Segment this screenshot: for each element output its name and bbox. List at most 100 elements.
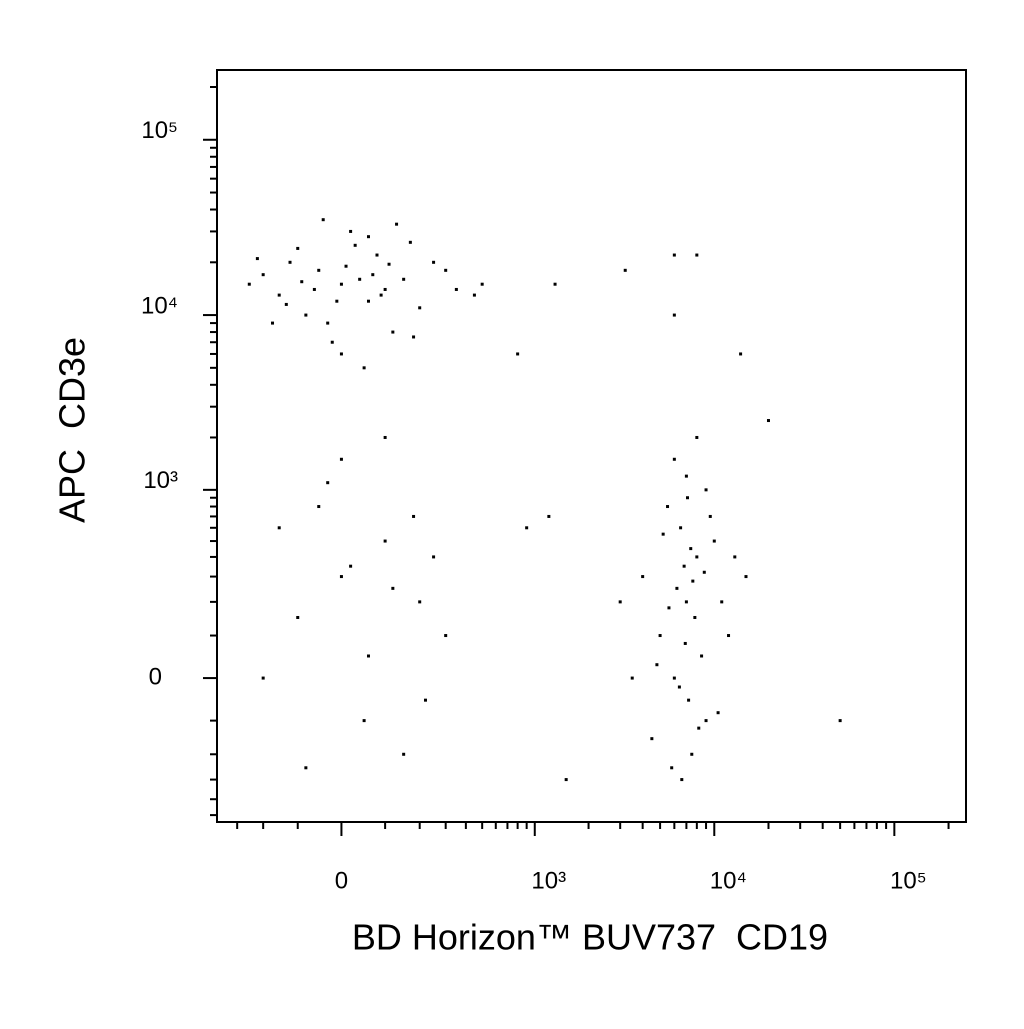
event-dot [704,719,708,723]
event-dot [418,306,422,310]
event-dot [686,496,690,500]
event-dot [702,570,706,574]
event-dot [277,293,281,297]
event-dot [684,600,688,604]
y-axis-label: APC CD3e [52,337,93,523]
event-dot [472,293,476,297]
event-dot [618,600,622,604]
event-dot [321,218,325,222]
event-dot [480,282,484,286]
plot-frame [216,69,967,823]
event-dot [304,766,308,770]
event-dot [371,273,375,277]
event-dot [704,488,708,492]
event-dot [655,663,659,667]
event-dot [691,579,695,583]
event-dot [720,600,724,604]
event-dot [339,457,343,461]
event-dot [684,474,688,478]
event-dot [695,435,699,439]
event-dot [564,778,568,782]
event-dot [641,575,645,579]
event-dot [271,321,275,325]
event-dot [387,262,391,266]
event-dot [432,260,436,264]
event-dot [408,240,412,244]
event-dot [670,766,674,770]
event-dot [700,654,704,658]
event-dot [675,586,679,590]
event-dot [672,457,676,461]
event-dot [375,253,379,257]
event-dot [335,299,339,303]
event-dot [402,277,406,281]
event-dot [744,575,748,579]
event-dot [695,555,699,559]
event-dot [317,505,321,509]
y-tick-label: 10⁴ [141,292,178,319]
event-dot [330,340,334,344]
event-dot [383,287,387,291]
event-dot [339,575,343,579]
event-dot [383,539,387,543]
event-dot [682,564,686,568]
x-axis-label: BD Horizon™ BUV737 CD19 [352,917,828,958]
x-tick-label: 10⁴ [710,867,747,894]
event-dot [708,514,712,518]
event-dot [679,526,683,530]
event-dot [296,246,300,250]
event-dot [766,419,770,423]
event-dot [516,352,520,356]
event-dot [391,330,395,334]
event-dot [412,514,416,518]
event-dot [525,526,529,530]
event-dot [288,260,292,264]
event-dot [412,335,416,339]
event-dot [658,634,662,638]
event-dot [667,606,671,610]
event-dot [444,268,448,272]
event-dot [666,505,670,509]
event-dot [432,555,436,559]
event-dot [366,654,370,658]
event-dot [712,539,716,543]
event-dot [680,778,684,782]
event-dot [349,229,353,233]
event-dot [312,287,316,291]
event-dot [661,532,665,536]
event-dot [672,313,676,317]
event-dot [284,302,288,306]
event-dot [444,634,448,638]
x-tick-label: 0 [335,867,348,894]
event-dot [547,514,551,518]
event-dot [693,615,697,619]
event-dot [255,257,259,261]
event-dot [695,253,699,257]
event-dot [349,564,353,568]
event-dot [423,698,427,702]
event-dot [454,287,458,291]
event-dot [697,726,701,730]
event-dot [383,435,387,439]
event-dot [672,676,676,680]
event-dot [326,481,330,485]
event-dot [727,634,731,638]
event-dot [689,547,693,551]
event-dot [683,641,687,645]
event-dot [690,752,694,756]
event-dot [358,277,362,281]
event-dot [418,600,422,604]
event-dot [261,676,265,680]
x-tick-label: 10⁵ [890,867,927,894]
y-tick-label: 10³ [143,467,178,494]
event-dot [247,282,251,286]
event-dot [395,222,399,226]
event-dot [304,313,308,317]
event-dot [672,253,676,257]
event-dot [296,615,300,619]
event-dot [339,282,343,286]
y-tick-label: 10⁵ [141,117,178,144]
event-dot [339,352,343,356]
event-dot [317,268,321,272]
